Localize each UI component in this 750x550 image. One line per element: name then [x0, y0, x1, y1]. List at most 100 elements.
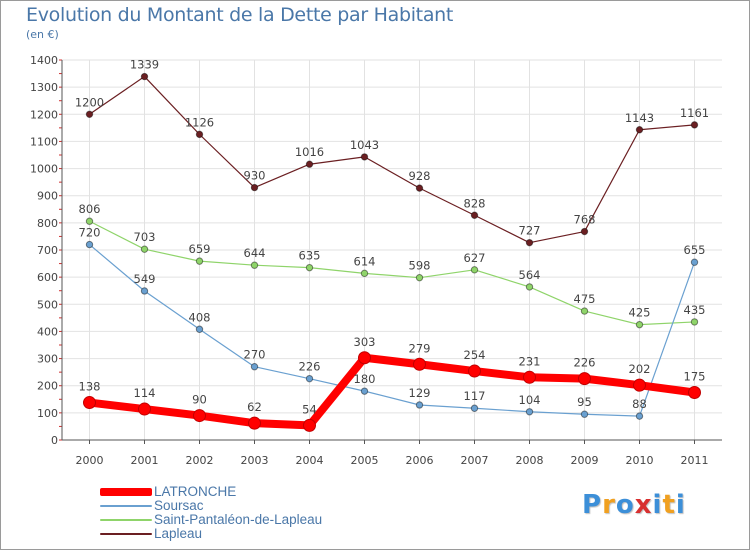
data-label-soursac: 117 [464, 389, 486, 403]
data-label-saint-pantaleon-de-lapleau: 435 [684, 303, 706, 317]
legend-label-lapleau: Lapleau [154, 526, 203, 541]
data-point-latronche [193, 409, 206, 423]
data-point-lapleau [250, 183, 259, 192]
legend-swatch-saint-pantaleon-de-lapleau [100, 519, 152, 521]
data-point-latronche [523, 370, 536, 384]
data-point-latronche [633, 378, 646, 392]
data-point-soursac [140, 287, 149, 295]
data-label-lapleau: 1339 [130, 58, 159, 72]
y-tick-label: 0 [51, 434, 58, 447]
chart-title: Evolution du Montant de la Dette par Hab… [26, 4, 454, 26]
x-tick-label: 2003 [241, 454, 269, 467]
logo-letter: t [662, 490, 676, 520]
data-label-soursac: 104 [519, 393, 541, 407]
data-point-soursac [250, 363, 259, 371]
proxiti-logo: Proxiti [582, 490, 686, 520]
legend-item-saint-pantaleon-de-lapleau[interactable]: Saint-Pantaléon-de-Lapleau [100, 513, 322, 527]
y-tick-label: 700 [37, 244, 58, 257]
legend-label-latronche: LATRONCHE [154, 484, 237, 499]
data-point-lapleau [635, 126, 644, 134]
data-point-lapleau [580, 227, 589, 236]
data-label-lapleau: 928 [409, 169, 431, 183]
data-label-lapleau: 1126 [185, 115, 214, 129]
y-tick-label: 500 [37, 298, 58, 311]
data-label-saint-pantaleon-de-lapleau: 703 [134, 230, 156, 244]
data-label-latronche: 62 [247, 400, 262, 414]
x-tick-label: 2007 [461, 454, 489, 467]
data-label-soursac: 655 [684, 243, 706, 257]
logo-letter: P [582, 490, 603, 520]
legend-item-latronche[interactable]: LATRONCHE [100, 485, 322, 499]
data-point-saint-pantaleon-de-lapleau [360, 269, 369, 278]
data-label-latronche: 279 [409, 341, 431, 355]
series-line-saint-pantaleon-de-lapleau [88, 220, 696, 326]
x-tick-label: 2008 [516, 454, 544, 467]
data-point-lapleau [195, 130, 204, 139]
data-label-saint-pantaleon-de-lapleau: 598 [409, 259, 431, 273]
legend-swatch-soursac [100, 505, 152, 507]
data-point-lapleau [690, 121, 699, 129]
data-label-saint-pantaleon-de-lapleau: 644 [244, 246, 266, 260]
y-tick-label: 300 [37, 353, 58, 366]
data-point-lapleau [305, 160, 314, 168]
data-label-latronche: 254 [464, 348, 486, 362]
data-point-saint-pantaleon-de-lapleau [250, 261, 259, 269]
data-point-lapleau [360, 153, 369, 161]
data-label-soursac: 88 [632, 397, 647, 411]
data-label-lapleau: 1161 [680, 106, 709, 120]
data-label-saint-pantaleon-de-lapleau: 425 [629, 306, 651, 320]
legend-item-soursac[interactable]: Soursac [100, 499, 322, 513]
data-point-soursac [635, 412, 644, 420]
data-point-saint-pantaleon-de-lapleau [195, 257, 204, 265]
y-tick-label: 1400 [30, 54, 58, 67]
data-label-saint-pantaleon-de-lapleau: 564 [519, 268, 541, 282]
x-tick-label: 2011 [681, 454, 709, 467]
data-label-latronche: 303 [354, 335, 376, 349]
data-label-soursac: 408 [189, 310, 211, 324]
data-point-saint-pantaleon-de-lapleau [305, 263, 314, 272]
logo-letter: o [615, 490, 635, 520]
data-label-saint-pantaleon-de-lapleau: 627 [464, 251, 486, 265]
data-label-latronche: 90 [192, 393, 207, 407]
data-point-saint-pantaleon-de-lapleau [85, 217, 94, 225]
y-tick-label: 1200 [30, 108, 58, 121]
data-point-latronche [303, 418, 316, 432]
y-tick-label: 600 [37, 271, 58, 284]
chart-subtitle: (en €) [26, 28, 59, 41]
data-point-lapleau [415, 184, 424, 192]
legend-label-saint-pantaleon-de-lapleau: Saint-Pantaléon-de-Lapleau [154, 512, 323, 527]
data-label-soursac: 180 [354, 372, 376, 386]
x-tick-label: 2002 [186, 454, 214, 467]
data-label-soursac: 226 [299, 360, 321, 374]
data-label-soursac: 129 [409, 386, 431, 400]
data-point-latronche [83, 396, 96, 410]
x-tick-label: 2009 [571, 454, 599, 467]
y-tick-label: 100 [37, 407, 58, 420]
data-point-latronche [138, 402, 151, 416]
data-point-soursac [690, 258, 699, 266]
data-label-lapleau: 1043 [350, 138, 379, 152]
y-tick-label: 900 [37, 190, 58, 203]
data-label-latronche: 54 [302, 402, 317, 416]
data-label-latronche: 175 [684, 370, 706, 384]
legend-item-lapleau[interactable]: Lapleau [100, 527, 322, 541]
y-tick-label: 1100 [30, 135, 58, 148]
data-label-lapleau: 768 [574, 213, 596, 227]
data-label-latronche: 226 [574, 356, 596, 370]
data-point-lapleau [140, 72, 149, 81]
data-point-saint-pantaleon-de-lapleau [580, 307, 589, 315]
data-point-latronche [578, 372, 591, 386]
legend-swatch-lapleau [100, 533, 152, 535]
data-label-lapleau: 828 [464, 196, 486, 210]
series-line-lapleau [88, 75, 696, 244]
data-point-soursac [580, 410, 589, 418]
legend-swatch-latronche [100, 488, 152, 496]
data-point-saint-pantaleon-de-lapleau [690, 318, 699, 326]
logo-letter: x [634, 490, 653, 520]
data-label-latronche: 138 [79, 380, 101, 394]
x-tick-label: 2010 [626, 454, 654, 467]
data-point-soursac [195, 325, 204, 333]
data-point-lapleau [85, 110, 94, 118]
legend-label-soursac: Soursac [154, 498, 204, 513]
